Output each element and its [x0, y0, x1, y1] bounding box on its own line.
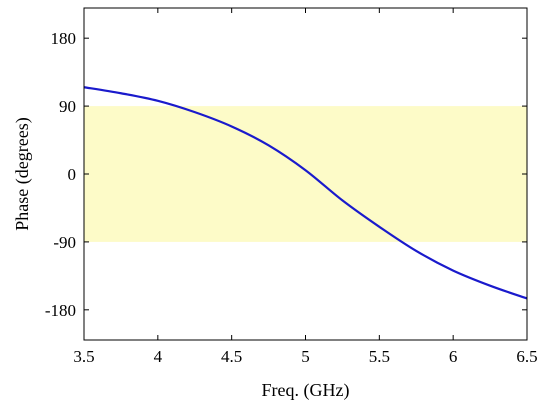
line-layer — [83, 86, 528, 300]
x-tick-label: 5 — [301, 347, 310, 366]
x-tick-label: 6.5 — [516, 347, 537, 366]
highlight-band — [84, 106, 527, 242]
band-layer — [84, 106, 527, 242]
x-tick-label: 4.5 — [221, 347, 242, 366]
y-axis-label: Phase (degrees) — [12, 117, 33, 230]
x-tick-label: 3.5 — [73, 347, 94, 366]
x-tick-label: 5.5 — [369, 347, 390, 366]
x-tick-label: 6 — [449, 347, 458, 366]
x-ticks: 3.5 4 4.5 5 5.5 6 6.5 — [73, 8, 538, 366]
series-line-0 — [83, 86, 528, 300]
y-ticks: 180 90 0 -90 -180 — [45, 29, 527, 320]
y-tick-label: -90 — [53, 233, 76, 252]
x-axis-label: Freq. (GHz) — [262, 380, 350, 401]
x-tick-label: 4 — [154, 347, 163, 366]
y-tick-label: 90 — [59, 97, 76, 116]
y-tick-label: 180 — [51, 29, 77, 48]
y-tick-label: 0 — [68, 165, 77, 184]
y-tick-label: -180 — [45, 301, 76, 320]
